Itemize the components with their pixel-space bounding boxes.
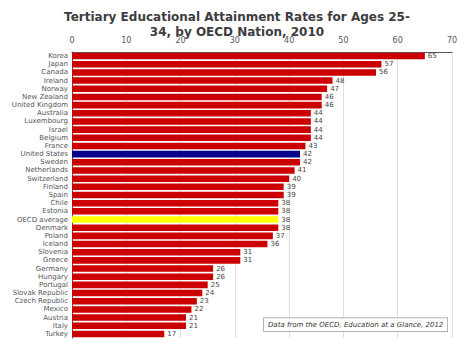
svg-text:34, by OECD Nation, 2010: 34, by OECD Nation, 2010	[150, 25, 324, 39]
svg-text:46: 46	[325, 101, 334, 109]
svg-text:20: 20	[175, 35, 186, 45]
svg-text:56: 56	[379, 68, 388, 76]
svg-text:21: 21	[189, 314, 198, 322]
svg-text:38: 38	[281, 199, 290, 207]
svg-text:31: 31	[243, 256, 252, 264]
svg-text:Switzerland: Switzerland	[27, 175, 68, 183]
svg-text:57: 57	[384, 60, 393, 68]
svg-text:0: 0	[69, 36, 74, 45]
svg-text:Ireland: Ireland	[44, 77, 68, 85]
svg-text:46: 46	[325, 93, 334, 101]
svg-text:Poland: Poland	[45, 232, 68, 240]
svg-text:Belgium: Belgium	[39, 134, 68, 142]
svg-text:36: 36	[270, 240, 279, 248]
svg-text:Greece: Greece	[43, 256, 68, 264]
svg-text:31: 31	[243, 248, 252, 256]
svg-text:Australia: Australia	[37, 109, 68, 117]
svg-text:21: 21	[189, 322, 198, 330]
svg-text:Austria: Austria	[43, 314, 68, 322]
svg-text:30: 30	[229, 35, 240, 45]
svg-text:38: 38	[281, 207, 290, 215]
svg-text:Hungary: Hungary	[38, 273, 68, 281]
svg-text:42: 42	[303, 150, 312, 158]
svg-text:Israel: Israel	[49, 126, 68, 134]
svg-text:Data from the OECD, Education: Data from the OECD, Education at a Glanc…	[268, 321, 444, 329]
svg-text:Mexico: Mexico	[44, 305, 68, 313]
svg-text:Czech Republic: Czech Republic	[15, 297, 68, 305]
svg-text:Korea: Korea	[48, 52, 68, 60]
svg-text:Luxembourg: Luxembourg	[24, 117, 68, 125]
svg-text:50: 50	[338, 36, 348, 45]
svg-text:24: 24	[205, 289, 214, 297]
svg-text:39: 39	[287, 191, 296, 199]
svg-text:48: 48	[336, 77, 345, 85]
svg-text:Norway: Norway	[41, 85, 68, 93]
svg-text:10: 10	[121, 36, 131, 45]
svg-text:22: 22	[194, 305, 203, 313]
svg-text:United Kingdom: United Kingdom	[12, 101, 68, 109]
svg-text:44: 44	[314, 134, 323, 142]
svg-text:17: 17	[167, 330, 176, 338]
svg-text:23: 23	[200, 297, 209, 305]
svg-text:Netherlands: Netherlands	[25, 166, 68, 174]
svg-text:Estonia: Estonia	[42, 207, 68, 215]
svg-text:70: 70	[447, 36, 457, 45]
svg-text:Japan: Japan	[47, 60, 68, 68]
svg-text:Portugal: Portugal	[39, 281, 68, 289]
svg-text:Spain: Spain	[48, 191, 68, 199]
svg-text:Chile: Chile	[50, 199, 68, 207]
svg-text:40: 40	[284, 35, 295, 45]
svg-text:44: 44	[314, 126, 323, 134]
svg-text:26: 26	[216, 265, 225, 273]
svg-text:France: France	[45, 142, 68, 150]
svg-text:Denmark: Denmark	[36, 224, 69, 232]
svg-text:42: 42	[303, 158, 312, 166]
svg-text:OECD average: OECD average	[17, 216, 68, 224]
svg-text:Iceland: Iceland	[43, 240, 68, 248]
svg-text:Germany: Germany	[36, 265, 68, 273]
svg-text:Italy: Italy	[53, 322, 68, 330]
svg-text:Canada: Canada	[41, 68, 68, 76]
svg-text:40: 40	[292, 175, 301, 183]
svg-text:New Zealand: New Zealand	[22, 93, 68, 101]
svg-text:38: 38	[281, 216, 290, 224]
svg-text:37: 37	[276, 232, 285, 240]
svg-text:47: 47	[330, 85, 339, 93]
svg-text:43: 43	[308, 142, 317, 150]
svg-text:44: 44	[314, 117, 323, 125]
svg-text:Tertiary Educational Attainmen: Tertiary Educational Attainment Rates fo…	[64, 10, 410, 24]
svg-text:Turkey: Turkey	[44, 330, 68, 338]
svg-text:Slovak Republic: Slovak Republic	[13, 289, 68, 297]
svg-text:Finland: Finland	[43, 183, 68, 191]
svg-text:44: 44	[314, 109, 323, 117]
svg-text:39: 39	[287, 183, 296, 191]
svg-text:26: 26	[216, 273, 225, 281]
svg-text:65: 65	[428, 52, 437, 60]
svg-text:United States: United States	[21, 150, 69, 158]
svg-text:Slovenia: Slovenia	[38, 248, 68, 256]
svg-text:60: 60	[393, 36, 403, 45]
svg-text:Sweden: Sweden	[40, 158, 68, 166]
svg-text:41: 41	[298, 166, 307, 174]
svg-text:38: 38	[281, 224, 290, 232]
svg-text:25: 25	[211, 281, 220, 289]
